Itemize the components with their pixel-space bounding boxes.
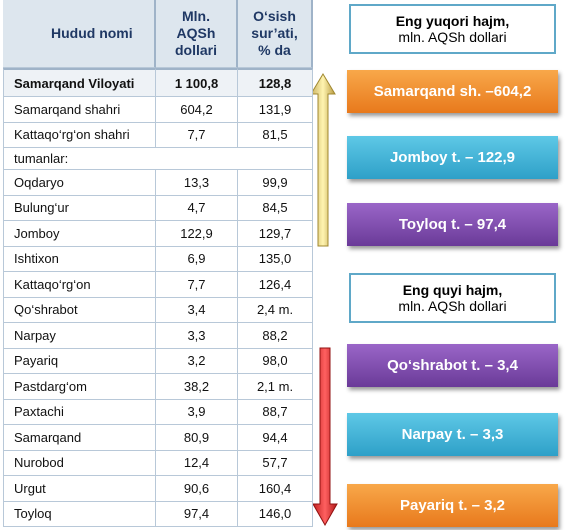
top-item: Toyloq t. – 97,4 bbox=[347, 203, 558, 246]
table-cell: 3,2 bbox=[156, 348, 238, 374]
table-cell: Jomboy bbox=[3, 221, 156, 247]
header-line: Hudud nomi bbox=[51, 25, 133, 41]
bottom-title: Eng quyi hajm, mln. AQSh dollari bbox=[349, 273, 556, 323]
table-cell: 84,5 bbox=[238, 195, 313, 221]
table-cell: tumanlar: bbox=[3, 148, 313, 170]
table-cell: 38,2 bbox=[156, 374, 238, 400]
title-line: Eng yuqori hajm, bbox=[395, 13, 510, 29]
table-cell: 129,7 bbox=[238, 221, 313, 247]
table-cell: 88,2 bbox=[238, 323, 313, 349]
title-line: mln. AQSh dollari bbox=[398, 29, 507, 45]
table-cell: Pastdarg‘om bbox=[3, 374, 156, 400]
table-cell: 7,7 bbox=[156, 122, 238, 148]
table-cell: 135,0 bbox=[238, 246, 313, 272]
header-cell: Mln. AQSh dollari bbox=[156, 0, 238, 68]
table-cell: Samarqand bbox=[3, 425, 156, 451]
table-cell: 3,4 bbox=[156, 297, 238, 323]
table-cell: 94,4 bbox=[238, 425, 313, 451]
table-cell: 160,4 bbox=[238, 476, 313, 502]
top-item: Samarqand sh. –604,2 bbox=[347, 70, 558, 113]
table-cell: 81,5 bbox=[238, 122, 313, 148]
table-cell: Toyloq bbox=[3, 501, 156, 527]
title-line: mln. AQSh dollari bbox=[398, 298, 507, 314]
top-item: Jomboy t. – 122,9 bbox=[347, 136, 558, 179]
table-cell: Narpay bbox=[3, 323, 156, 349]
table-cell: 98,0 bbox=[238, 348, 313, 374]
header-line: Mln. bbox=[182, 8, 210, 24]
table-cell: 90,6 bbox=[156, 476, 238, 502]
table-cell: 7,7 bbox=[156, 272, 238, 298]
table-cell: 80,9 bbox=[156, 425, 238, 451]
bottom-item: Payariq t. – 3,2 bbox=[347, 484, 558, 527]
table-cell: Oqdaryo bbox=[3, 170, 156, 196]
table-cell: 122,9 bbox=[156, 221, 238, 247]
table-cell: 97,4 bbox=[156, 501, 238, 527]
table-cell: Nurobod bbox=[3, 450, 156, 476]
header-cell: O‘sish sur’ati,% da bbox=[238, 0, 313, 68]
table-cell: 2,4 m. bbox=[238, 297, 313, 323]
header-line: % da bbox=[258, 42, 291, 58]
table-cell: 3,9 bbox=[156, 399, 238, 425]
table-cell: 604,2 bbox=[156, 97, 238, 123]
table-cell: 146,0 bbox=[238, 501, 313, 527]
table-cell: 12,4 bbox=[156, 450, 238, 476]
header-line: sur’ati, bbox=[251, 25, 298, 41]
header-line: O‘sish bbox=[253, 8, 296, 24]
up-arrow bbox=[310, 73, 336, 247]
top-title: Eng yuqori hajm, mln. AQSh dollari bbox=[349, 4, 556, 54]
down-arrow bbox=[312, 347, 338, 527]
table-cell: 131,9 bbox=[238, 97, 313, 123]
table-cell: 6,9 bbox=[156, 246, 238, 272]
table-cell: 128,8 bbox=[238, 68, 313, 97]
table-cell: Samarqand Viloyati bbox=[3, 68, 156, 97]
title-line: Eng quyi hajm, bbox=[402, 282, 503, 298]
header-line: dollari bbox=[174, 42, 217, 58]
table-cell: 1 100,8 bbox=[156, 68, 238, 97]
header-cell: Hudud nomi bbox=[3, 0, 156, 68]
table-cell: 2,1 m. bbox=[238, 374, 313, 400]
table-cell: Qo‘shrabot bbox=[3, 297, 156, 323]
table-cell: 3,3 bbox=[156, 323, 238, 349]
table-cell: Ishtixon bbox=[3, 246, 156, 272]
table-cell: Kattaqo‘rg‘on bbox=[3, 272, 156, 298]
table-cell: Urgut bbox=[3, 476, 156, 502]
table-cell: 13,3 bbox=[156, 170, 238, 196]
table-cell: Payariq bbox=[3, 348, 156, 374]
table-cell: Kattaqo‘rg‘on shahri bbox=[3, 122, 156, 148]
table-cell: Bulung‘ur bbox=[3, 195, 156, 221]
bottom-item: Narpay t. – 3,3 bbox=[347, 413, 558, 456]
table-cell: 57,7 bbox=[238, 450, 313, 476]
table-cell: 126,4 bbox=[238, 272, 313, 298]
table-cell: Samarqand shahri bbox=[3, 97, 156, 123]
bottom-item: Qo‘shrabot t. – 3,4 bbox=[347, 344, 558, 387]
table-cell: 99,9 bbox=[238, 170, 313, 196]
table-cell: Paxtachi bbox=[3, 399, 156, 425]
table-cell: 4,7 bbox=[156, 195, 238, 221]
table-cell: 88,7 bbox=[238, 399, 313, 425]
header-line: AQSh bbox=[176, 25, 216, 41]
